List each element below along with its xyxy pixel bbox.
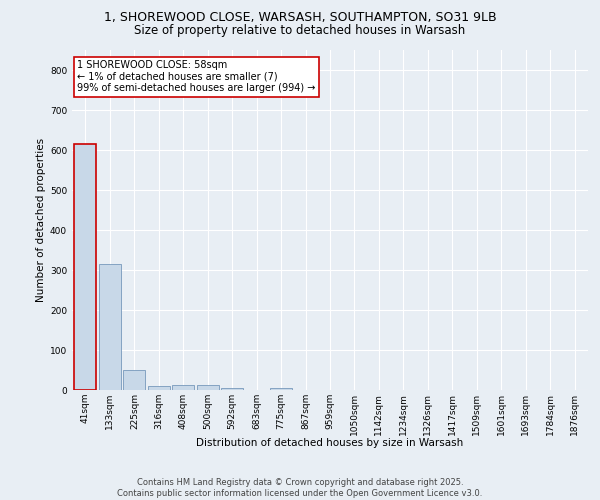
X-axis label: Distribution of detached houses by size in Warsash: Distribution of detached houses by size … [196, 438, 464, 448]
Bar [148, 386, 170, 390]
Bar [270, 388, 292, 390]
Bar [74, 144, 97, 390]
Text: Contains HM Land Registry data © Crown copyright and database right 2025.
Contai: Contains HM Land Registry data © Crown c… [118, 478, 482, 498]
Text: 1 SHOREWOOD CLOSE: 58sqm
← 1% of detached houses are smaller (7)
99% of semi-det: 1 SHOREWOOD CLOSE: 58sqm ← 1% of detache… [77, 60, 316, 94]
Y-axis label: Number of detached properties: Number of detached properties [36, 138, 46, 302]
Bar [172, 385, 194, 390]
Text: Size of property relative to detached houses in Warsash: Size of property relative to detached ho… [134, 24, 466, 37]
Text: 1, SHOREWOOD CLOSE, WARSASH, SOUTHAMPTON, SO31 9LB: 1, SHOREWOOD CLOSE, WARSASH, SOUTHAMPTON… [104, 11, 496, 24]
Bar [99, 264, 121, 390]
Bar [124, 370, 145, 390]
Bar [221, 388, 243, 390]
Bar [197, 385, 219, 390]
